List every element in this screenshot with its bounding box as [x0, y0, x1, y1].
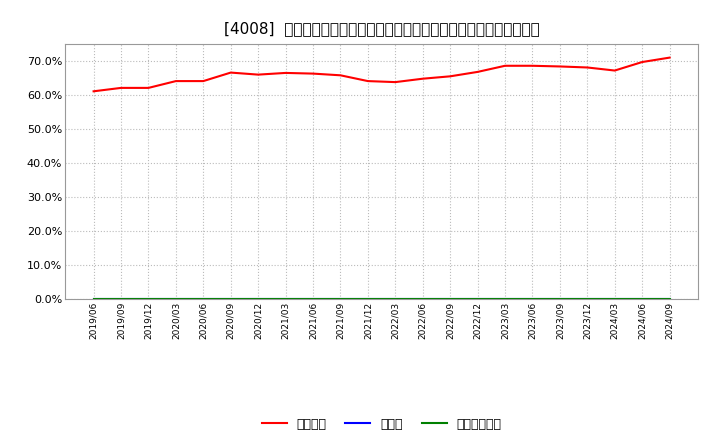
- 自己資本: [583, 65, 592, 70]
- 繰延税金資産: [144, 297, 153, 302]
- 自己資本: [89, 88, 98, 94]
- 繰延税金資産: [583, 297, 592, 302]
- のれん: [473, 297, 482, 302]
- 自己資本: [391, 80, 400, 85]
- のれん: [391, 297, 400, 302]
- 自己資本: [144, 85, 153, 91]
- 自己資本: [611, 68, 619, 73]
- のれん: [226, 297, 235, 302]
- 自己資本: [117, 85, 125, 91]
- 繰延税金資産: [117, 297, 125, 302]
- のれん: [446, 297, 454, 302]
- 自己資本: [528, 63, 537, 68]
- 自己資本: [364, 78, 372, 84]
- 自己資本: [336, 73, 345, 78]
- のれん: [117, 297, 125, 302]
- のれん: [556, 297, 564, 302]
- 自己資本: [226, 70, 235, 75]
- 繰延税金資産: [309, 297, 318, 302]
- Legend: 自己資本, のれん, 繰延税金資産: 自己資本, のれん, 繰延税金資産: [256, 413, 507, 436]
- 繰延税金資産: [528, 297, 537, 302]
- のれん: [583, 297, 592, 302]
- 自己資本: [199, 78, 207, 84]
- のれん: [171, 297, 180, 302]
- のれん: [89, 297, 98, 302]
- のれん: [336, 297, 345, 302]
- 繰延税金資産: [446, 297, 454, 302]
- 繰延税金資産: [364, 297, 372, 302]
- のれん: [418, 297, 427, 302]
- 繰延税金資産: [500, 297, 509, 302]
- 自己資本: [500, 63, 509, 68]
- 繰延税金資産: [226, 297, 235, 302]
- 繰延税金資産: [473, 297, 482, 302]
- 自己資本: [418, 76, 427, 81]
- 繰延税金資産: [171, 297, 180, 302]
- のれん: [282, 297, 290, 302]
- 自己資本: [556, 64, 564, 69]
- 繰延税金資産: [336, 297, 345, 302]
- 繰延税金資産: [391, 297, 400, 302]
- のれん: [528, 297, 537, 302]
- 繰延税金資産: [282, 297, 290, 302]
- のれん: [638, 297, 647, 302]
- のれん: [611, 297, 619, 302]
- 自己資本: [446, 73, 454, 79]
- のれん: [364, 297, 372, 302]
- 繰延税金資産: [638, 297, 647, 302]
- 自己資本: [282, 70, 290, 76]
- 自己資本: [171, 78, 180, 84]
- Line: 自己資本: 自己資本: [94, 58, 670, 91]
- のれん: [309, 297, 318, 302]
- のれん: [500, 297, 509, 302]
- 繰延税金資産: [611, 297, 619, 302]
- Title: [4008]  自己資本、のれん、繰延税金資産の総資産に対する比率の推移: [4008] 自己資本、のれん、繰延税金資産の総資産に対する比率の推移: [224, 21, 539, 36]
- 繰延税金資産: [199, 297, 207, 302]
- 繰延税金資産: [418, 297, 427, 302]
- のれん: [144, 297, 153, 302]
- 自己資本: [638, 59, 647, 65]
- のれん: [254, 297, 263, 302]
- 繰延税金資産: [556, 297, 564, 302]
- 繰延税金資産: [89, 297, 98, 302]
- のれん: [199, 297, 207, 302]
- 自己資本: [254, 72, 263, 77]
- 繰延税金資産: [665, 297, 674, 302]
- 自己資本: [665, 55, 674, 60]
- 繰延税金資産: [254, 297, 263, 302]
- 自己資本: [473, 69, 482, 74]
- のれん: [665, 297, 674, 302]
- 自己資本: [309, 71, 318, 76]
